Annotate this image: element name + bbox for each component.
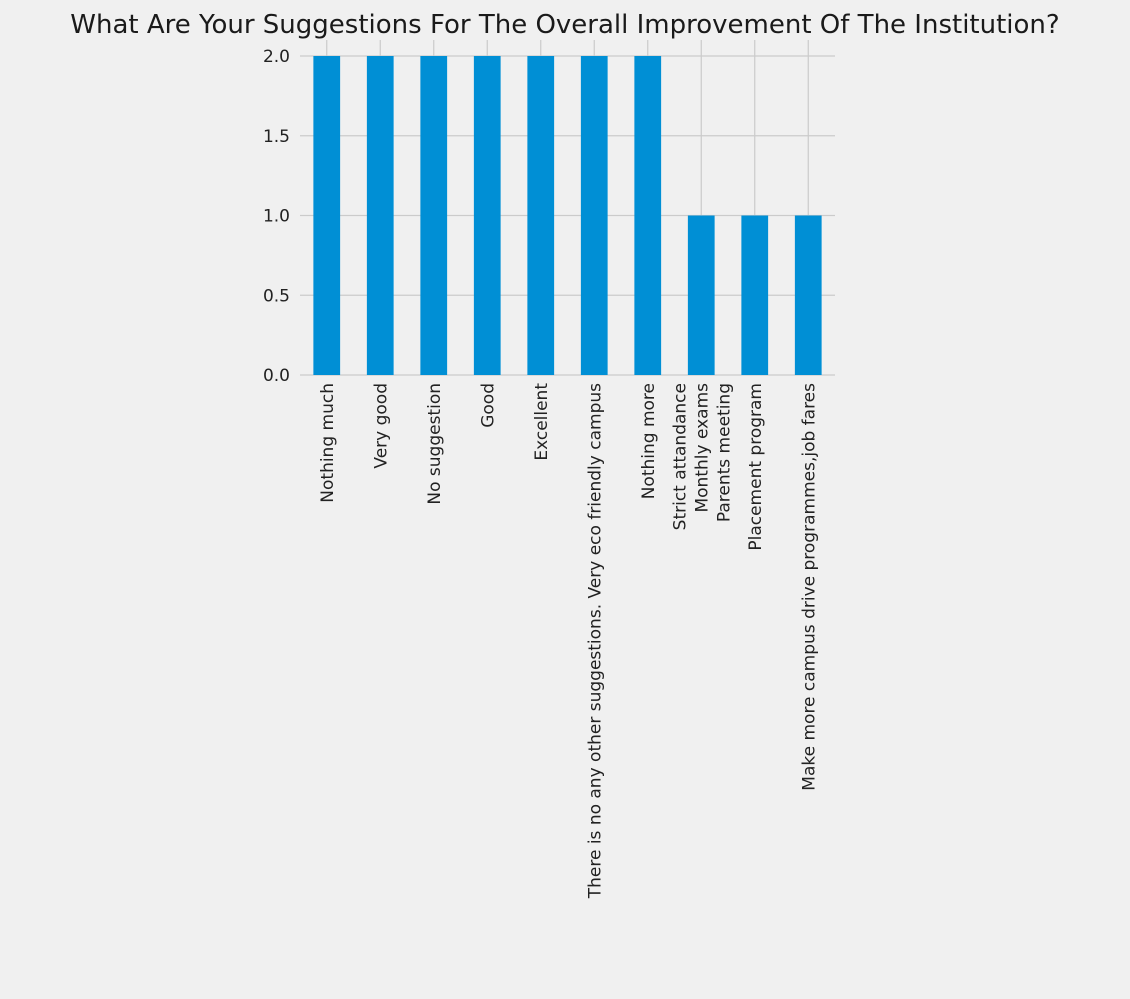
x-tick-label-line: Good — [478, 383, 498, 428]
bar — [580, 56, 608, 375]
x-tick-label-line: Strict attandance — [670, 383, 690, 530]
y-tick-label: 0.5 — [263, 286, 290, 306]
y-tick-label: 2.0 — [263, 47, 290, 67]
x-tick-label-line: Nothing more — [639, 383, 659, 499]
x-axis: Nothing much Very good No suggestion Good Ex… — [318, 383, 820, 900]
x-tick-label: Make more campus drive programmes,job fa… — [799, 383, 819, 791]
x-tick-label: There is no any other suggestions. Very … — [585, 383, 605, 899]
x-tick-label-line: Parents meeting — [714, 383, 734, 522]
bar-layer — [313, 56, 822, 375]
y-tick-label: 1.0 — [263, 207, 290, 227]
x-tick-label: Very good — [371, 383, 391, 469]
x-tick-label: Good — [478, 383, 498, 428]
bar — [420, 56, 448, 375]
x-tick-label-line: Very good — [371, 383, 391, 469]
x-tick-label: No suggestion — [425, 383, 445, 505]
bar — [741, 215, 769, 375]
x-tick-label-line: There is no any other suggestions. Very … — [585, 383, 605, 899]
x-tick-label: Excellent — [532, 383, 552, 461]
x-tick-label-line: Nothing much — [318, 383, 338, 503]
x-tick-label-line: Monthly exams — [692, 383, 712, 513]
x-tick-label: Nothing much — [318, 383, 338, 503]
x-tick-label-line: Excellent — [532, 383, 552, 461]
bar — [366, 56, 394, 375]
x-tick-label: Nothing more — [639, 383, 659, 499]
chart-title: What Are Your Suggestions For The Overal… — [70, 10, 1059, 40]
bar — [473, 56, 501, 375]
x-tick-label: Strict attandance Monthly exams Parents me… — [670, 383, 734, 530]
bar — [794, 215, 822, 375]
x-tick-label-line: No suggestion — [425, 383, 445, 505]
y-tick-label: 0.0 — [263, 366, 290, 386]
bar — [527, 56, 555, 375]
x-tick-label-line: Make more campus drive programmes,job fa… — [799, 383, 819, 791]
y-tick-label: 1.5 — [263, 127, 290, 147]
y-axis: 0.0 0.5 1.0 1.5 2.0 — [263, 47, 290, 386]
bar — [313, 56, 341, 375]
x-tick-label: Placement program — [746, 383, 766, 551]
bar — [687, 215, 715, 375]
bar — [634, 56, 662, 375]
x-tick-label-line: Placement program — [746, 383, 766, 551]
